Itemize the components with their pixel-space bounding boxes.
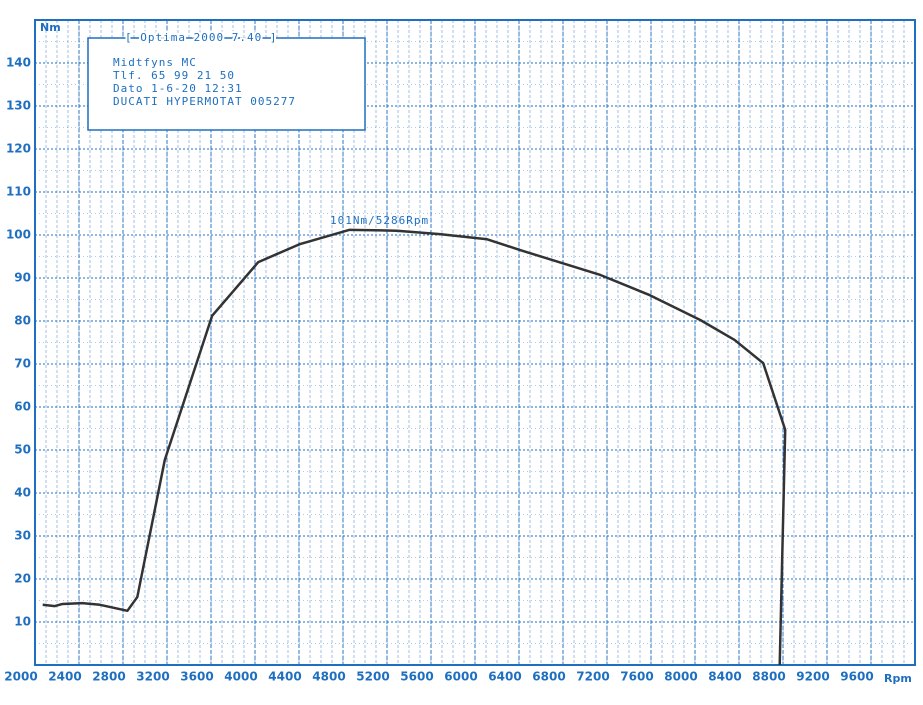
x-tick-label: 2800: [92, 670, 125, 684]
x-tick-label: 3600: [180, 670, 213, 684]
info-line: Tlf. 65 99 21 50: [113, 69, 235, 82]
y-tick-label: 10: [14, 615, 31, 629]
y-tick-label: 30: [14, 529, 31, 543]
y-tick-label: 70: [14, 357, 31, 371]
x-tick-label: 2000: [4, 670, 37, 684]
x-tick-label: 8000: [664, 670, 697, 684]
y-tick-label: 130: [6, 99, 31, 113]
x-tick-label: 6000: [444, 670, 477, 684]
y-tick-label: 80: [14, 314, 31, 328]
x-tick-label: 9600: [840, 670, 873, 684]
x-tick-label: 4000: [224, 670, 257, 684]
info-title: [ Optima 2000 7.40 ]: [125, 31, 277, 44]
y-tick-label: 140: [6, 56, 31, 70]
y-tick-label: 90: [14, 271, 31, 285]
x-tick-label: 8400: [708, 670, 741, 684]
y-tick-label: 20: [14, 572, 31, 586]
plot-frame: [34, 19, 916, 666]
x-tick-label: 6800: [532, 670, 565, 684]
x-tick-label: 8800: [752, 670, 785, 684]
x-tick-label: 6400: [488, 670, 521, 684]
y-tick-label: 40: [14, 486, 31, 500]
torque-curve: [42, 228, 787, 666]
info-line: DUCATI HYPERMOTAT 005277: [113, 95, 296, 108]
x-tick-label: 4800: [312, 670, 345, 684]
y-tick-label: 110: [6, 185, 31, 199]
x-tick-label: 2400: [48, 670, 81, 684]
annotation: 101Nm/5286Rpm: [330, 214, 429, 227]
info-line: Dato 1-6-20 12:31: [113, 82, 243, 95]
x-tick-label: 7200: [576, 670, 609, 684]
info-line: Midtfyns MC: [113, 56, 197, 69]
y-tick-label: 100: [6, 228, 31, 242]
y-axis-label: Nm: [40, 21, 61, 34]
y-tick-label: 120: [6, 142, 31, 156]
x-tick-label: 5600: [400, 670, 433, 684]
x-tick-label: 3200: [136, 670, 169, 684]
x-tick-label: 5200: [356, 670, 389, 684]
x-axis-label: Rpm: [884, 672, 912, 685]
x-tick-label: 9200: [796, 670, 829, 684]
grid: [34, 20, 915, 665]
y-tick-label: 50: [14, 443, 31, 457]
x-tick-label: 7600: [620, 670, 653, 684]
y-tick-label: 60: [14, 400, 31, 414]
x-tick-label: 4400: [268, 670, 301, 684]
info-box: [87, 37, 366, 131]
